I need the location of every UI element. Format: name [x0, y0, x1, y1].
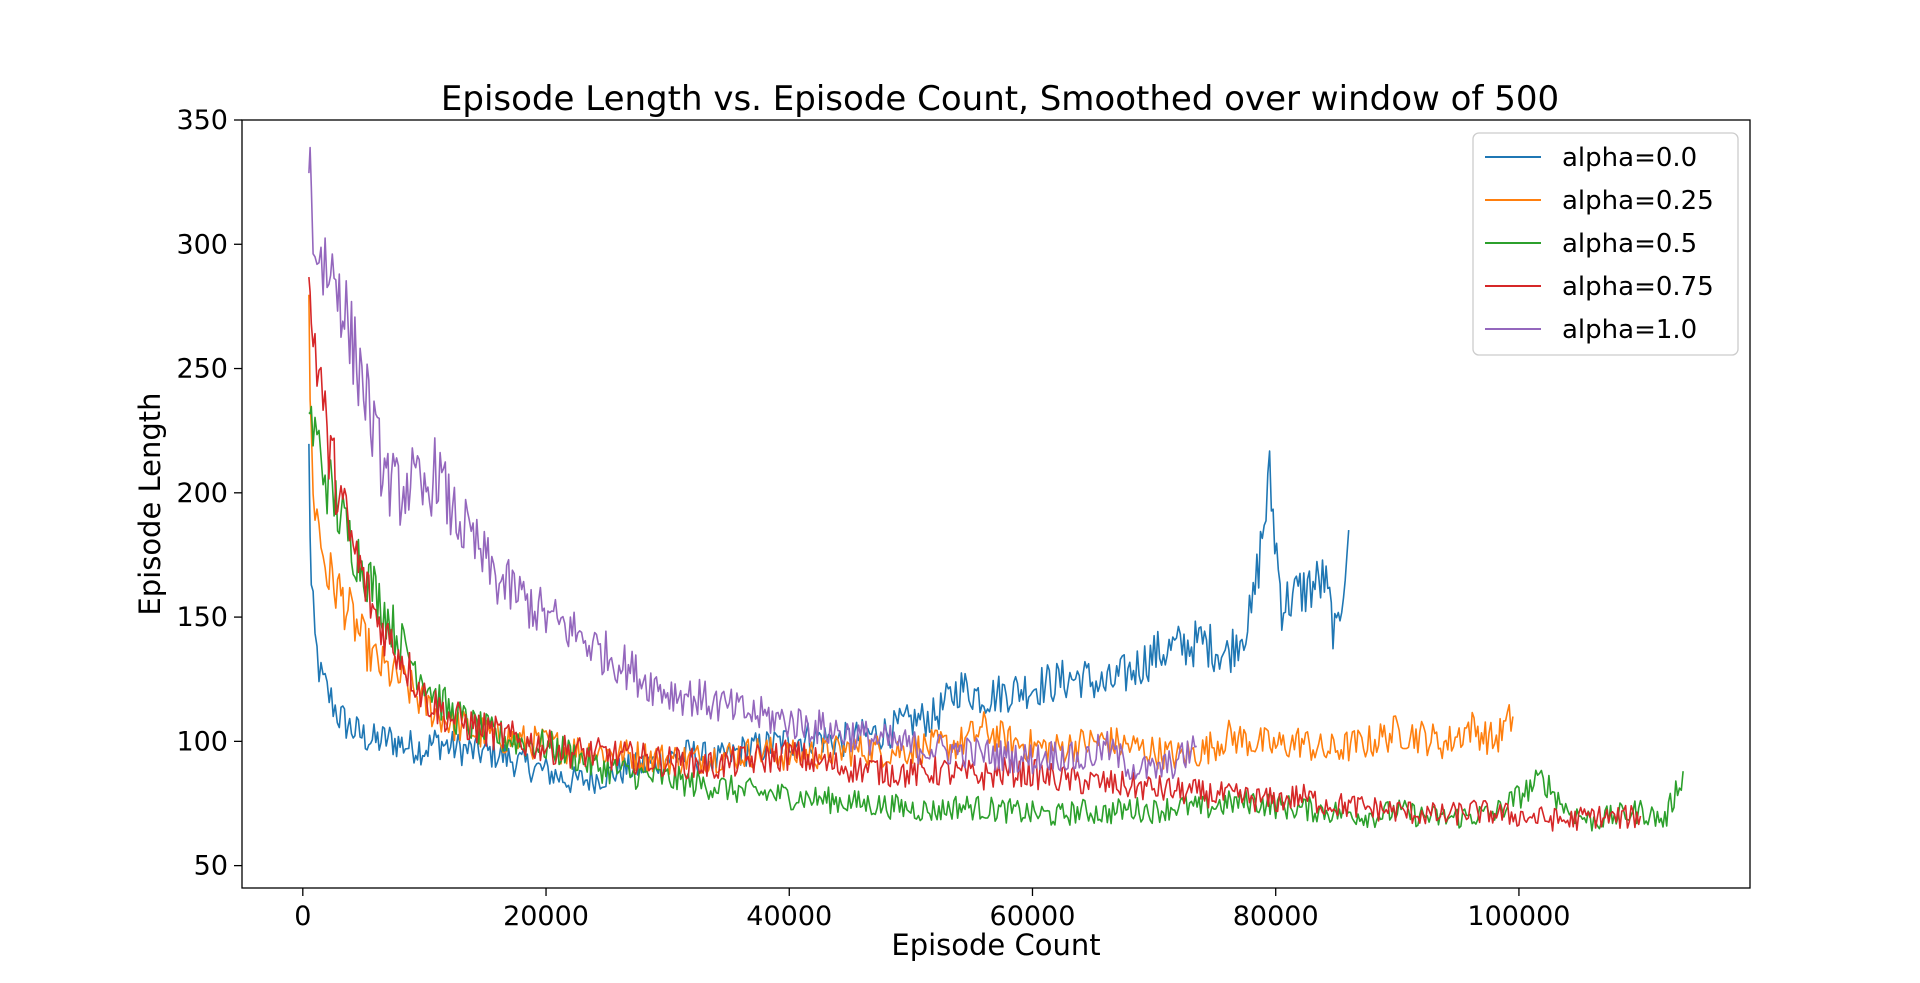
series-group	[308, 146, 1684, 832]
x-tick-label-0: 0	[294, 901, 311, 932]
legend-label-1: alpha=0.25	[1562, 186, 1714, 216]
series-line-1	[308, 294, 1514, 775]
legend-frame	[1472, 132, 1739, 356]
legend-label-4: alpha=1.0	[1562, 315, 1697, 345]
y-tick-label-4: 250	[176, 354, 228, 385]
y-tick-label-2: 150	[176, 602, 228, 633]
x-tick-label-1: 20000	[503, 901, 589, 932]
y-axis-label: Episode Length	[133, 392, 167, 615]
x-tick-label-3: 60000	[990, 901, 1076, 932]
chart-title: Episode Length vs. Episode Count, Smooth…	[441, 79, 1559, 119]
series-line-3	[308, 277, 1642, 832]
x-axis-ticks: 0 20000 40000 60000 80000 100000	[294, 888, 1570, 932]
y-axis-ticks: 50 100 150 200 250 300 350	[176, 105, 242, 882]
y-tick-label-3: 200	[176, 478, 228, 509]
y-tick-label-1: 100	[176, 726, 228, 757]
series-line-4	[308, 146, 1197, 780]
legend: alpha=0.0 alpha=0.25 alpha=0.5 alpha=0.75 al…	[1472, 132, 1739, 356]
y-tick-label-0: 50	[194, 851, 228, 882]
x-tick-label-2: 40000	[746, 901, 832, 932]
legend-label-3: alpha=0.75	[1562, 272, 1714, 302]
plot-frame	[241, 119, 1751, 889]
plot-area	[241, 119, 1751, 889]
x-tick-label-5: 100000	[1467, 901, 1570, 932]
y-tick-label-5: 300	[176, 229, 228, 260]
y-tick-label-6: 350	[176, 105, 228, 136]
x-tick-label-4: 80000	[1233, 901, 1319, 932]
legend-label-0: alpha=0.0	[1562, 143, 1697, 173]
legend-label-2: alpha=0.5	[1562, 229, 1697, 259]
x-axis-label: Episode Count	[891, 928, 1100, 962]
